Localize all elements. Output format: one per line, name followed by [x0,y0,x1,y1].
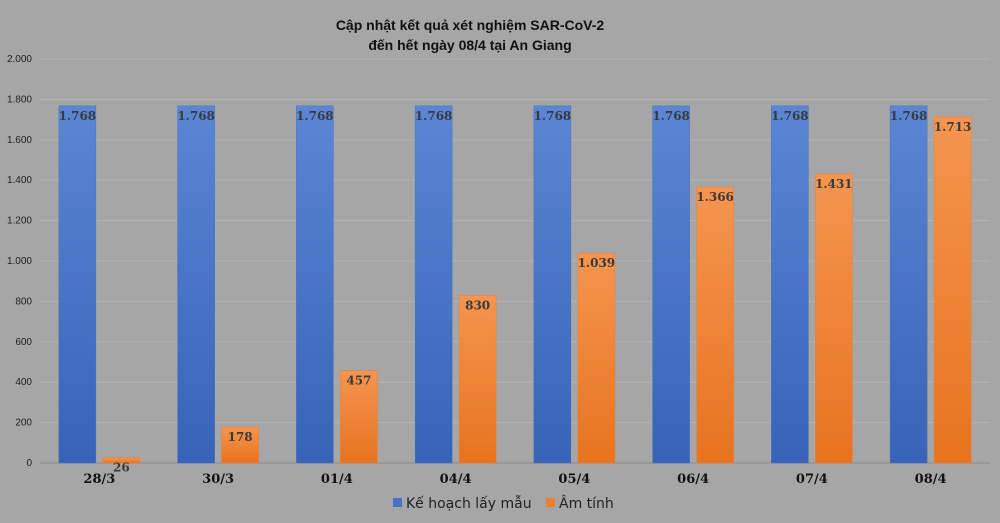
y-tick-label: 1.800 [7,94,32,105]
bar-negative [340,370,378,464]
data-label-plan: 1.768 [771,109,809,123]
y-tick-label: 400 [15,377,32,388]
data-label-negative: 1.713 [934,120,972,134]
data-label-negative: 1.366 [696,190,734,204]
bar-plan [771,105,809,464]
y-tick-label: 1.000 [7,256,32,267]
bar-plan [414,105,453,464]
legend-label-plan: Kế hoạch lấy mẫu [406,495,532,512]
bar-plan [652,105,690,464]
data-label-negative: 830 [465,298,490,312]
bar-negative [815,173,853,464]
y-tick-label: 1.600 [7,135,32,146]
bar-negative [102,457,141,464]
data-labels: 1.768 26 1.768 178 1.768 457 1.768 830 1.768 1.03… [59,109,972,475]
legend-label-negative: Âm tính [559,494,614,512]
legend-swatch-plan [393,498,402,507]
bar-plan [296,105,334,464]
x-tick-label: 30/3 [202,472,234,487]
y-tick-label: 1.200 [7,216,32,227]
data-label-negative: 178 [228,430,253,444]
y-tick-label: 2.000 [7,54,32,65]
y-tick-label: 0 [26,458,32,469]
legend-swatch-negative [546,498,555,507]
x-tick-label: 06/4 [677,472,709,487]
data-label-plan: 1.768 [890,109,928,123]
data-label-plan: 1.768 [534,109,572,123]
data-label-plan: 1.768 [59,109,97,123]
x-tick-label: 01/4 [321,472,353,487]
bar-plan [58,105,97,464]
chart-subtitle: đến hết ngày 08/4 tại An Giang [368,37,571,53]
bar-plan [533,105,572,464]
y-tick-label: 600 [15,337,32,348]
data-label-plan: 1.768 [296,109,334,123]
data-label-negative: 457 [346,374,371,388]
x-tick-label: 07/4 [796,472,828,487]
x-tick-label: 28/3 [83,472,115,487]
x-tick-label: 05/4 [558,472,590,487]
bar-plan [177,105,215,464]
bar-negative [458,295,497,464]
data-label-plan: 1.768 [177,109,215,123]
x-tick-label: 04/4 [440,472,472,487]
y-tick-label: 200 [15,418,32,429]
x-axis: 28/3 30/3 01/4 04/4 05/4 06/4 07/4 08/4 [83,472,946,487]
bar-negative [933,116,972,464]
bars [58,105,972,464]
y-axis: 0 200 400 600 800 1.000 1.200 1.400 1.600 1.800 2.… [7,54,32,469]
data-label-plan: 1.768 [652,109,690,123]
chart-title: Cập nhật kết quả xét nghiệm SAR-CoV-2 [336,17,605,33]
bar-plan [889,105,928,464]
x-tick-label: 08/4 [915,472,947,487]
legend: Kế hoạch lấy mẫu Âm tính [393,494,614,512]
y-tick-label: 1.400 [7,175,32,186]
bar-negative [696,186,734,464]
bar-negative [221,426,259,464]
data-label-negative: 1.431 [815,177,853,191]
y-tick-label: 800 [15,296,32,307]
data-label-plan: 1.768 [415,109,453,123]
data-label-negative: 26 [113,461,130,475]
bar-negative [577,252,616,464]
data-label-negative: 1.039 [578,256,616,270]
